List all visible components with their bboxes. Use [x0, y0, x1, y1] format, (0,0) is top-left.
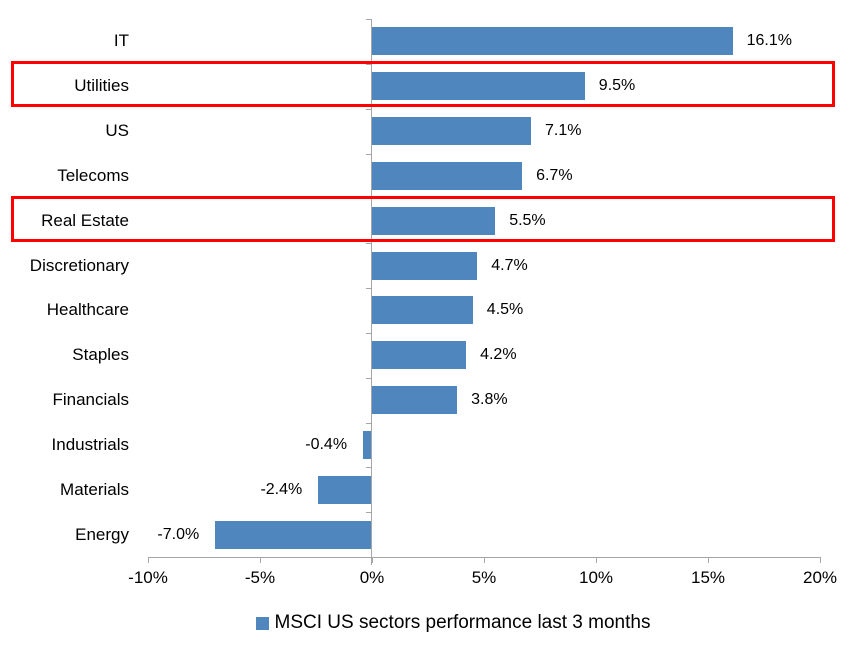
y-axis-tick: [366, 332, 371, 334]
value-label: 5.5%: [509, 211, 546, 229]
value-label: 3.8%: [471, 391, 508, 409]
x-tick-label: 0%: [359, 568, 385, 587]
value-label: 4.5%: [486, 301, 524, 319]
bar: [372, 206, 496, 235]
value-label: 7.1%: [545, 122, 582, 140]
value-label: -2.4%: [260, 480, 303, 498]
x-axis-tick: [148, 557, 149, 563]
value-label: 6.7%: [536, 166, 573, 184]
highlight-box: [11, 61, 835, 108]
y-axis-tick: [366, 288, 371, 289]
value-label: 4.7%: [491, 256, 528, 274]
x-tick-label: -10%: [128, 568, 168, 587]
y-axis-line: [371, 19, 372, 565]
y-axis-tick: [366, 422, 371, 424]
x-axis-tick: [596, 557, 597, 563]
category-label: Utilities: [74, 76, 129, 96]
y-axis-tick: [366, 377, 371, 379]
bar: [363, 430, 372, 459]
value-label: 16.1%: [746, 32, 792, 50]
category-label: Real Estate: [41, 210, 129, 230]
legend-series-marker-icon: [255, 616, 269, 630]
x-tick-label: 10%: [578, 568, 614, 587]
category-label: Staples: [72, 345, 129, 365]
bar: [372, 27, 733, 56]
bar: [318, 475, 372, 504]
x-tick-label: 15%: [690, 568, 726, 587]
bar: [215, 520, 372, 549]
y-axis-tick: [366, 63, 371, 65]
y-axis-tick: [366, 467, 371, 469]
highlight-box: [11, 195, 835, 242]
x-axis-tick: [372, 557, 373, 563]
category-label: Telecoms: [57, 165, 129, 185]
y-axis-tick: [366, 243, 371, 245]
category-label: Discretionary: [29, 255, 129, 275]
bar: [372, 251, 478, 280]
bar: [372, 117, 532, 146]
y-axis-tick: [366, 153, 371, 155]
value-label: 9.5%: [598, 77, 636, 95]
x-axis-tick: [484, 557, 485, 563]
value-label: 4.2%: [480, 346, 517, 364]
value-label: -0.4%: [305, 435, 348, 453]
y-axis-tick: [366, 108, 371, 110]
x-axis-tick: [708, 557, 709, 563]
bar: [372, 72, 585, 101]
value-label: -7.0%: [157, 525, 200, 543]
x-tick-label: 5%: [471, 568, 497, 587]
category-label: Healthcare: [46, 300, 129, 320]
bar: [372, 341, 467, 370]
y-axis-tick: [366, 512, 371, 514]
y-axis-tick: [366, 198, 371, 200]
category-label: Materials: [60, 479, 129, 499]
category-label: Industrials: [51, 434, 129, 454]
x-tick-label: -5%: [244, 568, 276, 587]
category-label: IT: [113, 31, 129, 51]
legend: MSCI US sectors performance last 3 month…: [27, 612, 852, 634]
y-axis-tick: [366, 19, 371, 20]
bar: [372, 161, 523, 190]
category-label: Financials: [52, 390, 129, 410]
x-tick-label: 20%: [802, 568, 838, 587]
category-label: Energy: [75, 524, 129, 544]
x-axis-tick: [260, 557, 261, 563]
legend-label: MSCI US sectors performance last 3 month…: [274, 612, 651, 633]
bar: [372, 296, 473, 325]
bar: [372, 386, 458, 415]
category-label: US: [105, 121, 129, 141]
x-axis-tick: [820, 557, 821, 563]
